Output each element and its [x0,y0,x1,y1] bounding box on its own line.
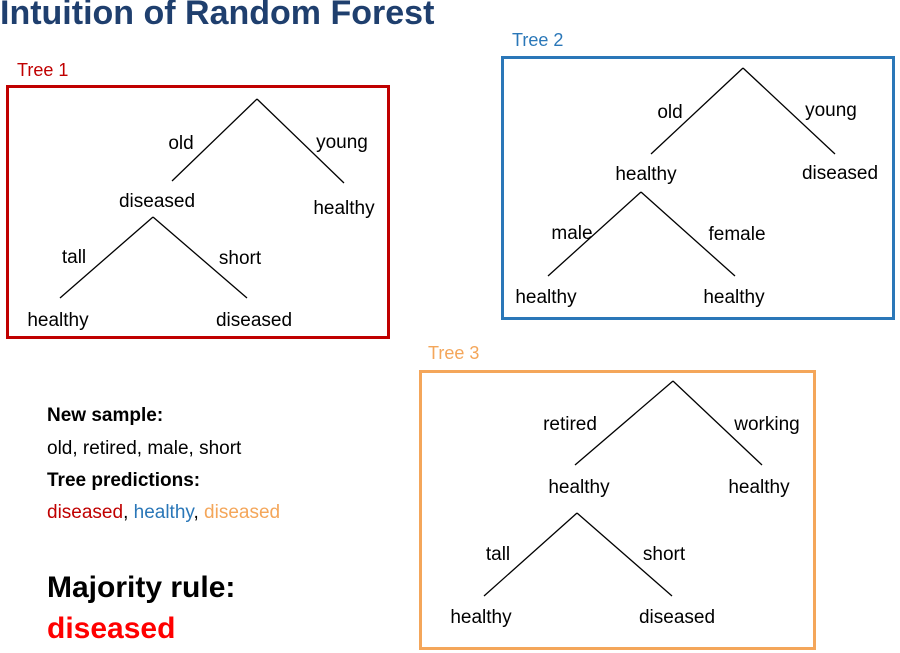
tree2-sub-left-edge [547,191,642,277]
prediction-tree3: diseased [204,502,281,523]
new-sample-heading: New sample: [47,405,164,426]
tree3-leaf-right: diseased [638,607,716,628]
tree2-leaf-right: healthy [703,287,765,308]
tree1-root-left-edge [171,98,258,182]
tree-predictions: diseased, healthy, diseased [47,502,280,524]
tree1-sub-right-edge-label: short [218,248,262,269]
tree3-root-right-edge-label: working [734,414,800,435]
tree2-root-left-edge-label: old [657,102,683,123]
majority-rule-result: diseased [47,612,176,645]
tree3-label: Tree 3 [428,343,480,363]
tree3-root-left-edge-label: retired [543,414,597,435]
tree3-root-right-edge [672,380,763,466]
tree3-left-node: healthy [548,477,610,498]
tree2-box [501,56,895,320]
tree1-root-right-edge-label: young [316,132,368,153]
tree3-sub-right-edge [576,512,673,597]
prediction-tree1: diseased [47,502,124,523]
tree2-left-node: healthy [615,164,677,185]
tree2-root-left-edge [650,67,744,155]
tree3-sub-left-edge-label: tall [485,544,511,565]
tree1-right-leaf: healthy [313,198,375,219]
tree2-right-leaf: diseased [801,163,879,184]
tree3-sub-left-edge [483,512,578,597]
tree1-root-right-edge [256,98,345,184]
tree2-root-right-edge [742,67,836,155]
tree1-left-node: diseased [118,191,196,212]
tree1-leaf-left: healthy [27,310,89,331]
tree2-leaf-left: healthy [515,287,577,308]
tree2-root-right-edge-label: young [805,100,857,121]
tree3-leaf-left: healthy [450,607,512,628]
prediction-separator: , [193,502,205,523]
tree1-label: Tree 1 [17,60,69,80]
tree2-sub-right-edge [640,191,736,277]
prediction-separator: , [123,502,134,523]
tree1-sub-left-edge-label: tall [61,247,87,268]
tree1-root-left-edge-label: old [168,133,194,154]
tree2-sub-right-edge-label: female [708,224,766,245]
tree1-sub-right-edge [152,216,248,299]
tree1-sub-left-edge [59,216,154,299]
tree3-right-leaf: healthy [728,477,790,498]
tree1-leaf-right: diseased [215,310,293,331]
prediction-tree2: healthy [133,502,194,523]
tree2-label: Tree 2 [512,30,564,50]
tree3-box [419,370,816,650]
majority-rule-label: Majority rule: [47,571,236,604]
tree2-sub-left-edge-label: male [551,223,593,244]
page-title: Intuition of Random Forest [0,0,435,32]
tree1-box [6,85,390,339]
tree3-sub-right-edge-label: short [642,544,686,565]
tree3-root-left-edge [574,380,674,466]
tree-predictions-heading: Tree predictions: [47,470,201,491]
new-sample-values: old, retired, male, short [47,438,242,459]
